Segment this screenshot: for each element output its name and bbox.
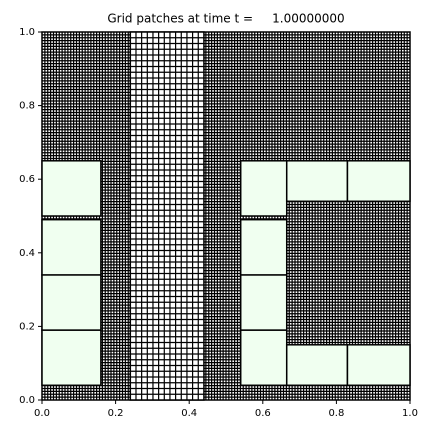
patch	[346, 160, 411, 203]
y-tick-label: 0.6	[19, 174, 35, 185]
y-tick-label: 0.2	[19, 321, 35, 332]
y-tick-label: 0.8	[19, 101, 35, 112]
patch	[239, 329, 288, 387]
x-tick-label: 1.0	[402, 408, 418, 419]
patch	[41, 160, 102, 217]
x-tick-label: 0.8	[328, 408, 344, 419]
y-tick-label: 0.4	[19, 248, 35, 259]
patch	[41, 274, 102, 331]
x-tick-label: 0.6	[255, 408, 271, 419]
patch	[239, 218, 288, 276]
patch	[41, 218, 102, 276]
x-tick-label: 0.4	[181, 408, 197, 419]
x-tick-label: 0.2	[108, 408, 124, 419]
patch	[346, 344, 411, 387]
y-tick-label: 0.0	[19, 395, 35, 406]
x-tick-label: 0.0	[34, 408, 50, 419]
patch	[285, 160, 349, 203]
chart-title: Grid patches at time t = 1.00000000	[107, 12, 344, 26]
patch	[239, 274, 288, 331]
plot-frame	[41, 31, 411, 401]
patch	[239, 160, 288, 217]
patch	[41, 329, 102, 387]
y-tick-label: 1.0	[19, 27, 35, 38]
patch	[285, 344, 349, 387]
